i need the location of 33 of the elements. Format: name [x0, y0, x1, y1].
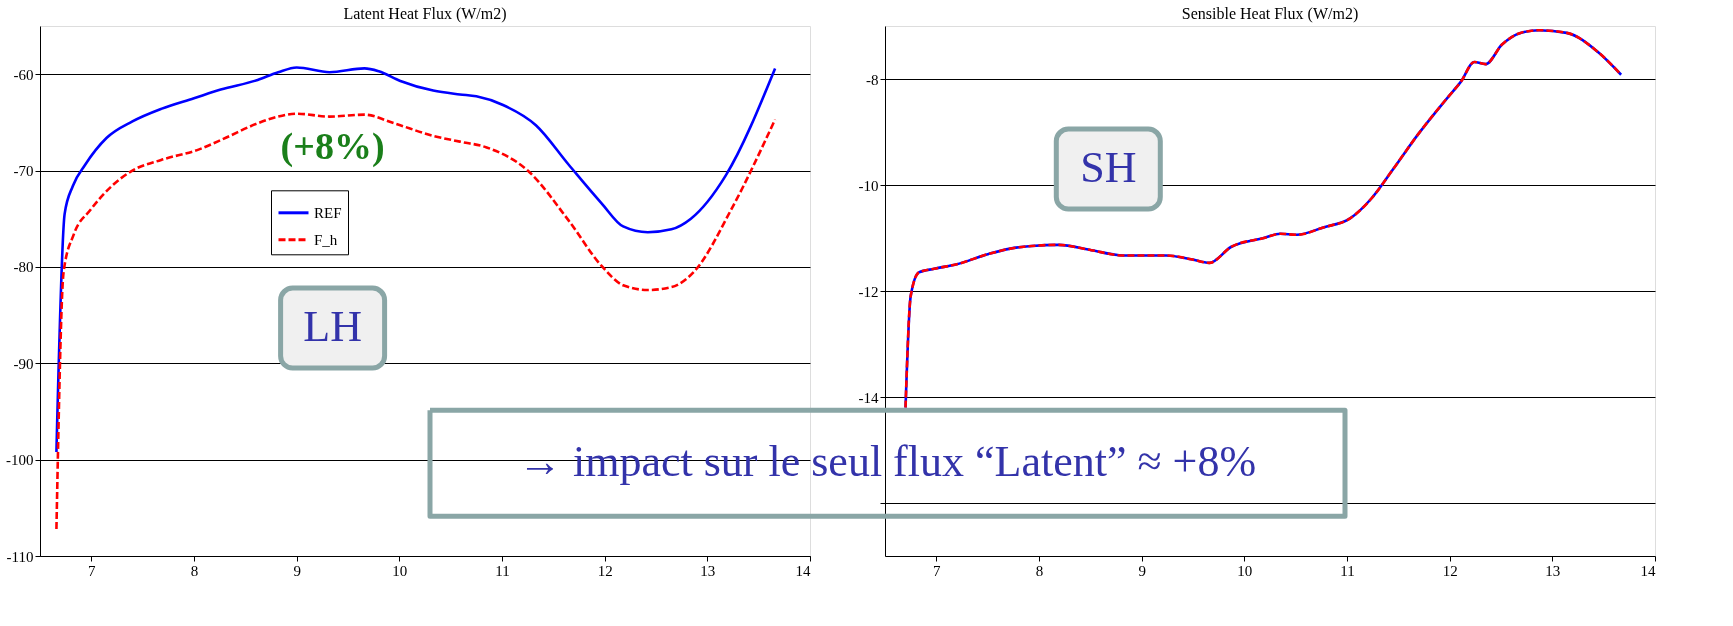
y-tick-label: -8	[866, 71, 879, 88]
y-tick-label: -80	[13, 259, 34, 276]
x-tick-label: 8	[190, 562, 199, 579]
y-tick-label: -10	[858, 177, 879, 194]
y-tick-label: -90	[13, 355, 34, 372]
x-tick-label: 13	[1545, 562, 1561, 579]
x-tick-label: 11	[1340, 562, 1355, 579]
annotation: SH	[1080, 143, 1137, 193]
y-tick-label: -12	[858, 283, 879, 300]
chart-title: Sensible Heat Flux (W/m2)	[1181, 5, 1359, 23]
x-tick-label: 10	[1237, 562, 1253, 579]
x-tick-label: 12	[1442, 562, 1458, 579]
x-tick-label: 7	[933, 562, 942, 579]
x-tick-label: 9	[1138, 562, 1146, 579]
y-tick-label: -70	[13, 163, 34, 180]
y-tick-label: -14	[858, 389, 879, 406]
x-tick-label: 9	[293, 562, 301, 579]
x-tick-label: 11	[495, 562, 510, 579]
y-tick-label: -110	[6, 548, 34, 565]
x-tick-label: 12	[597, 562, 613, 579]
x-tick-label: 14	[1640, 562, 1656, 579]
x-tick-label: 8	[1035, 562, 1044, 579]
x-tick-label: 10	[392, 562, 408, 579]
annotation: LH	[303, 302, 362, 352]
x-tick-label: 14	[795, 562, 811, 579]
y-tick-label: -100	[6, 452, 34, 469]
chart-title: Latent Heat Flux (W/m2)	[343, 5, 507, 23]
x-tick-label: 13	[700, 562, 716, 579]
legend-label: REF	[314, 204, 342, 221]
legend-label: F_h	[314, 231, 338, 248]
annotation: (+8%)	[280, 124, 385, 168]
x-tick-label: 7	[88, 562, 97, 579]
y-tick-label: -60	[13, 66, 34, 83]
